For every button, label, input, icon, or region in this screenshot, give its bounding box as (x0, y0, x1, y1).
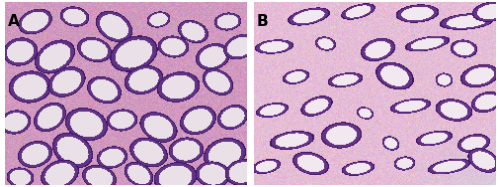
Text: B: B (256, 14, 268, 29)
Text: A: A (8, 14, 20, 29)
